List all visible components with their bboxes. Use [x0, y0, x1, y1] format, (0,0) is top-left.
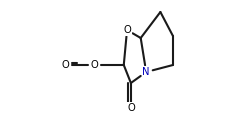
Text: O: O: [62, 60, 70, 70]
Text: N: N: [143, 67, 150, 77]
Text: O: O: [123, 25, 131, 35]
Text: O: O: [91, 60, 99, 70]
Text: O: O: [127, 103, 135, 113]
